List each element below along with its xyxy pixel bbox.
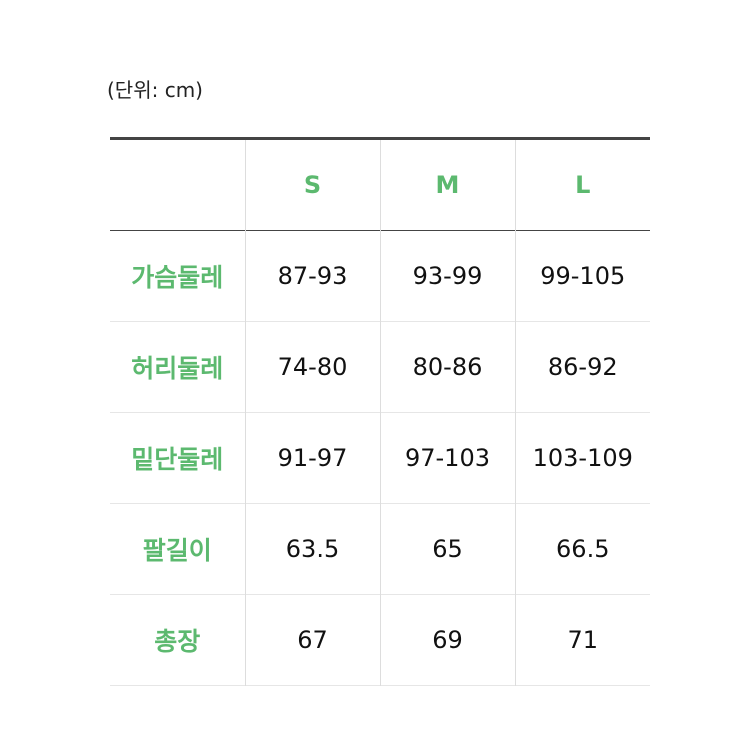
row-label: 총장 bbox=[154, 627, 201, 656]
header-row: S M L bbox=[110, 138, 650, 231]
header-size-m: M bbox=[379, 138, 515, 231]
cell-value: 63.5 bbox=[244, 503, 380, 595]
cell-value: 87-93 bbox=[244, 230, 380, 322]
header-blank bbox=[110, 139, 245, 231]
table-row: 허리둘레 74-80 80-86 86-92 bbox=[110, 321, 650, 413]
row-label: 팔길이 bbox=[142, 536, 212, 565]
table-row: 밑단둘레 91-97 97-103 103-109 bbox=[110, 412, 650, 504]
size-table: S M L 가슴둘레 87-93 93-99 99-105 허리둘레 74-80 80-86… bbox=[110, 137, 650, 686]
cell-value: 103-109 bbox=[514, 412, 650, 504]
cell-value: 66.5 bbox=[514, 503, 650, 595]
cell-value: 65 bbox=[379, 503, 515, 595]
cell-value: 93-99 bbox=[379, 230, 515, 322]
unit-note: (단위: cm) bbox=[107, 78, 203, 102]
cell-value: 69 bbox=[379, 594, 515, 686]
cell-value: 86-92 bbox=[514, 321, 650, 413]
cell-value: 97-103 bbox=[379, 412, 515, 504]
cell-value: 67 bbox=[244, 594, 380, 686]
header-size-l: L bbox=[514, 138, 650, 231]
cell-value: 74-80 bbox=[244, 321, 380, 413]
cell-value: 99-105 bbox=[514, 230, 650, 322]
cell-value: 71 bbox=[514, 594, 650, 686]
row-label: 허리둘레 bbox=[131, 354, 224, 383]
table-row: 가슴둘레 87-93 93-99 99-105 bbox=[110, 230, 650, 322]
cell-value: 91-97 bbox=[244, 412, 380, 504]
table-row: 총장 67 69 71 bbox=[110, 594, 650, 686]
table-row: 팔길이 63.5 65 66.5 bbox=[110, 503, 650, 595]
row-label: 가슴둘레 bbox=[131, 263, 224, 292]
cell-value: 80-86 bbox=[379, 321, 515, 413]
header-size-s: S bbox=[244, 138, 380, 231]
row-label: 밑단둘레 bbox=[131, 445, 224, 474]
